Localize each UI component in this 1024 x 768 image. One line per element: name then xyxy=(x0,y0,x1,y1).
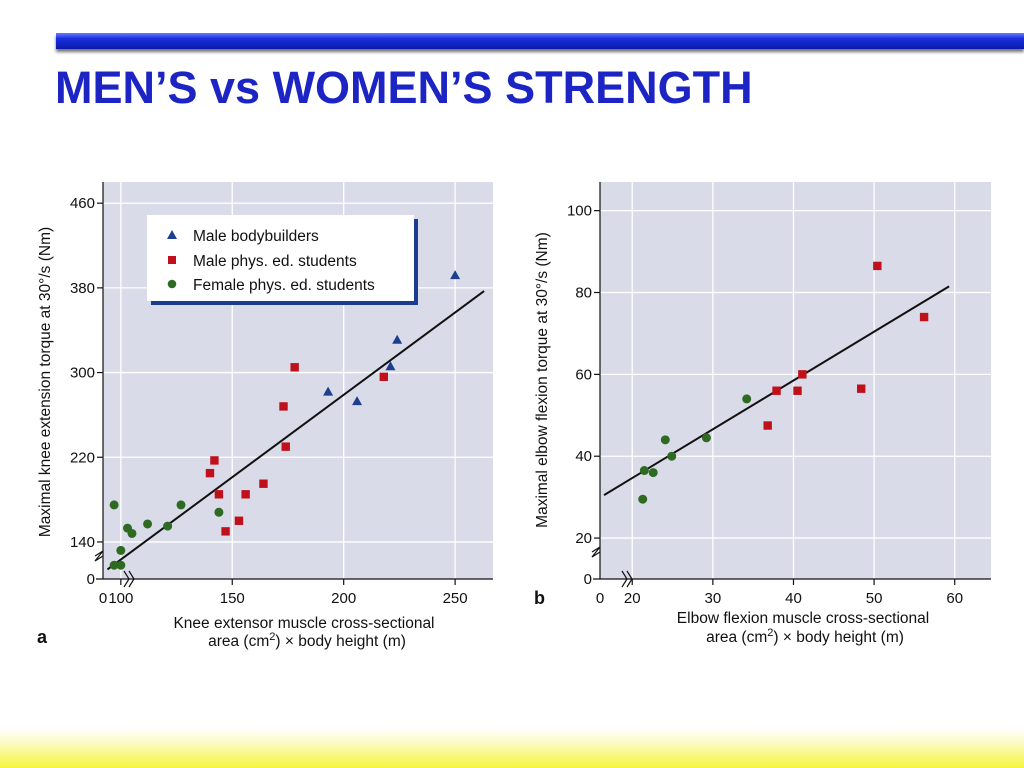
chart-b-y-axis-break xyxy=(591,546,601,558)
a-point-circle-6 xyxy=(143,519,153,529)
a-ytick-label: 0 xyxy=(87,571,95,588)
legend-square-icon xyxy=(168,256,176,264)
chart-b-x-ticks: 0 20 30 40 50 60 xyxy=(596,579,963,607)
a-point-circle-8 xyxy=(176,500,186,510)
chart-b-panel-label: b xyxy=(534,588,545,608)
a-point-square-6 xyxy=(259,479,268,488)
a-point-triangle-0 xyxy=(323,386,334,396)
a-point-square-2 xyxy=(214,490,224,499)
chart-a-y-axis-break xyxy=(94,550,104,562)
a-point-square-9 xyxy=(290,363,299,372)
chart-b-xlabel-line1: Elbow flexion muscle cross-sectional xyxy=(677,610,929,627)
b-ytick-label: 80 xyxy=(575,285,592,302)
a-xtick-label: 150 xyxy=(220,590,245,607)
a-xtick-label: 200 xyxy=(331,590,356,607)
chart-a-points xyxy=(109,270,461,570)
chart-a-ylabel: Maximal knee extension torque at 30°/s (… xyxy=(37,227,54,537)
a-point-circle-3 xyxy=(116,545,126,555)
b-point-square-5 xyxy=(873,261,882,271)
a-point-circle-9 xyxy=(214,507,224,517)
b-xtick-label: 60 xyxy=(946,590,963,607)
chart-a-x-ticks: 0 100 150 200 250 xyxy=(99,579,468,607)
chart-a-y-ticks: 0 140 220 300 380 460 xyxy=(70,195,103,588)
b-xtick-label: 30 xyxy=(705,590,722,607)
chart-b-grid xyxy=(600,182,991,579)
b-point-circle-6 xyxy=(742,394,752,404)
legend-entry-male-bodybuilders: Male bodybuilders xyxy=(193,228,319,245)
a-point-square-4 xyxy=(234,516,244,525)
legend-entry-male-students: Male phys. ed. students xyxy=(193,253,357,270)
b-ytick-label: 0 xyxy=(584,571,592,588)
chart-a-x-axis-break xyxy=(123,570,135,588)
a-point-triangle-4 xyxy=(450,270,461,280)
legend-triangle-icon xyxy=(167,230,177,239)
a-point-triangle-3 xyxy=(392,334,403,344)
chart-b-points xyxy=(638,261,929,504)
b-point-square-6 xyxy=(919,312,929,322)
a-ytick-label: 220 xyxy=(70,449,95,466)
chart-a-xlabel-line2: area (cm2) × body height (m) xyxy=(208,631,406,650)
b-point-circle-5 xyxy=(701,433,711,443)
chart-a-panel-label: a xyxy=(37,627,48,647)
chart-b: 0 20 40 60 80 100 0 20 30 40 50 60 Maximal elbow f… xyxy=(534,182,991,646)
b-point-square-3 xyxy=(798,370,807,379)
a-xtick-label: 0 xyxy=(99,590,107,607)
a-point-square-8 xyxy=(281,442,290,451)
legend-box xyxy=(147,215,414,301)
chart-b-ylabel: Maximal elbow flexion torque at 30°/s (N… xyxy=(534,232,551,528)
a-point-square-0 xyxy=(205,468,215,478)
b-ytick-label: 40 xyxy=(575,448,592,465)
a-xtick-label: 250 xyxy=(443,590,468,607)
a-ytick-label: 140 xyxy=(70,534,95,551)
chart-a-legend: Male bodybuilders Male phys. ed. student… xyxy=(147,215,418,305)
a-ytick-label: 300 xyxy=(70,365,95,382)
a-point-circle-5 xyxy=(127,528,137,538)
a-point-circle-0 xyxy=(109,500,119,510)
b-point-square-0 xyxy=(763,421,772,430)
b-ytick-label: 20 xyxy=(575,530,592,547)
b-xtick-label: 20 xyxy=(624,590,641,607)
chart-b-xlabel-line2: area (cm2) × body height (m) xyxy=(706,627,904,646)
a-point-square-7 xyxy=(279,402,288,411)
a-point-circle-7 xyxy=(163,521,173,531)
a-point-circle-2 xyxy=(116,560,126,570)
slide-title: MEN’S vs WOMEN’S STRENGTH xyxy=(55,62,753,113)
a-xtick-label: 100 xyxy=(108,590,133,607)
a-point-circle-1 xyxy=(109,560,119,570)
b-ytick-label: 100 xyxy=(567,203,592,220)
title-rule-bar xyxy=(56,33,1024,49)
b-point-circle-4 xyxy=(667,451,677,461)
a-point-triangle-2 xyxy=(385,361,396,371)
b-point-square-4 xyxy=(857,384,866,393)
a-ytick-label: 460 xyxy=(70,195,95,212)
b-xtick-label: 0 xyxy=(596,590,604,607)
a-point-square-3 xyxy=(221,527,230,536)
b-point-square-1 xyxy=(772,386,781,395)
b-point-square-2 xyxy=(793,386,802,395)
legend-circle-icon xyxy=(167,279,177,289)
a-point-triangle-1 xyxy=(352,396,363,406)
chart-a-xlabel-line1: Knee extensor muscle cross-sectional xyxy=(173,615,434,632)
chart-b-plot-area xyxy=(600,182,991,579)
b-xtick-label: 40 xyxy=(785,590,802,607)
a-point-square-1 xyxy=(210,456,219,465)
a-point-square-5 xyxy=(241,490,250,499)
footer-gradient-band xyxy=(0,728,1024,768)
b-point-circle-0 xyxy=(638,494,648,504)
b-point-circle-1 xyxy=(639,466,649,476)
b-point-circle-2 xyxy=(648,468,658,478)
b-xtick-label: 50 xyxy=(866,590,883,607)
legend-entry-female-students: Female phys. ed. students xyxy=(193,277,375,294)
b-ytick-label: 60 xyxy=(575,366,592,383)
a-point-square-10 xyxy=(379,372,388,381)
a-ytick-label: 380 xyxy=(70,280,95,297)
chart-b-y-ticks: 0 20 40 60 80 100 xyxy=(567,203,600,588)
b-point-circle-3 xyxy=(660,435,670,445)
